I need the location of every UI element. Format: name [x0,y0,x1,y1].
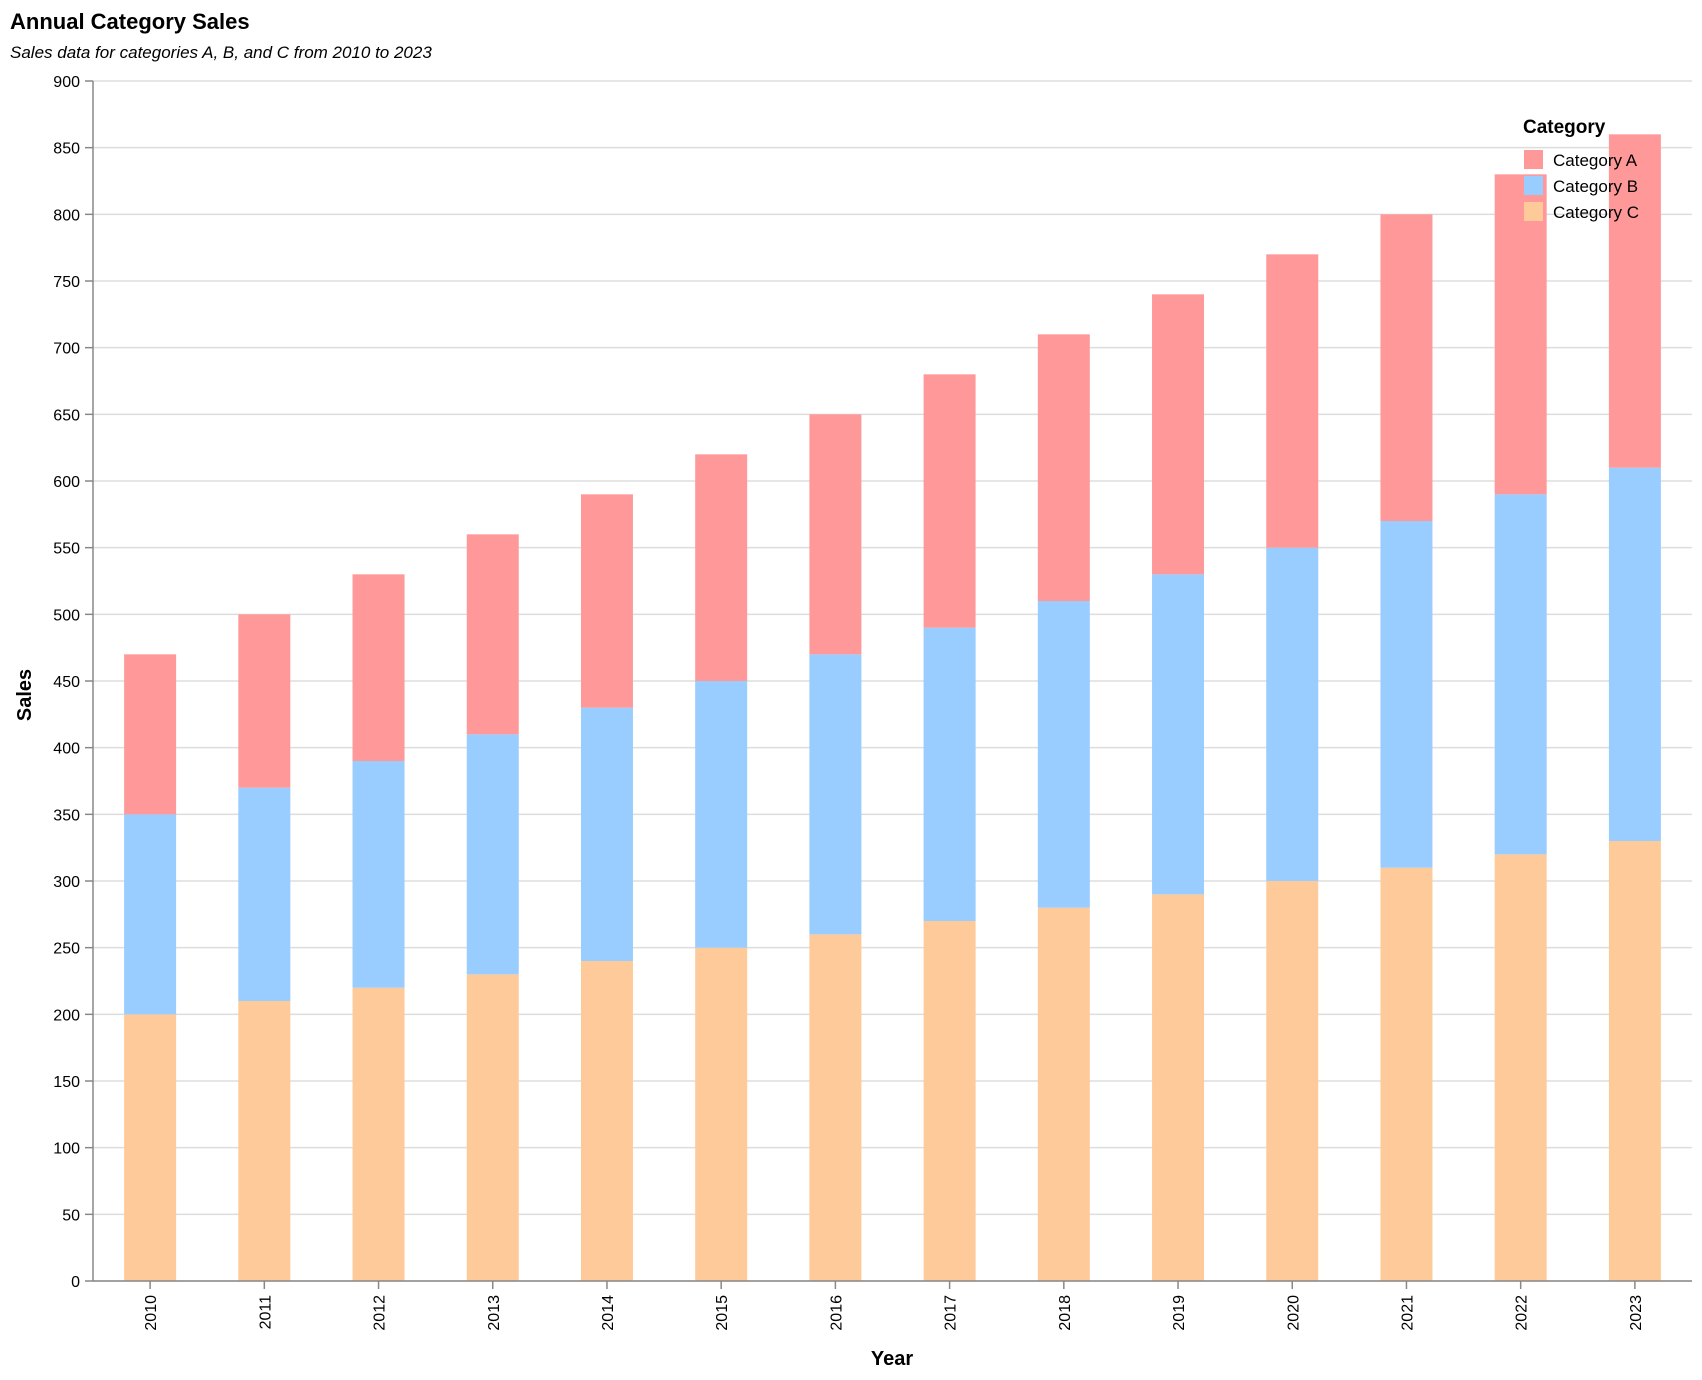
y-tick-label: 850 [53,141,80,158]
bar-category-b-2022 [1494,494,1547,855]
bar-category-c-2017 [923,921,976,1281]
x-tick-label: 2021 [1399,1295,1416,1331]
x-tick-label: 2012 [372,1295,389,1331]
bar-category-b-2019 [1152,574,1205,895]
x-tick-label: 2013 [486,1295,503,1331]
bar-category-c-2018 [1037,907,1090,1281]
x-tick-label: 2017 [943,1295,960,1331]
x-tick-label: 2019 [1171,1295,1188,1331]
legend: Category Category A Category B Category C [1523,117,1639,222]
bar-category-a-2021 [1380,214,1433,522]
x-axis-ticks: 2010 2011 2012 2013 2014 2015 2016 2017 2018 2019… [143,1281,1645,1331]
y-tick-label: 50 [62,1207,80,1224]
bar-category-a-2019 [1152,294,1205,575]
x-tick-label: 2015 [714,1295,731,1331]
bar-category-a-2012 [352,574,405,761]
chart-title: Annual Category Sales [10,9,250,34]
y-tick-label: 550 [53,541,80,558]
legend-label: Category B [1553,177,1638,196]
y-tick-label: 750 [53,274,80,291]
bar-category-c-2021 [1380,867,1433,1281]
bar-category-c-2023 [1608,841,1661,1281]
bar-category-a-2017 [923,374,976,628]
bar-category-a-2016 [809,414,862,655]
x-tick-label: 2010 [143,1295,160,1331]
bar-category-a-2010 [124,654,177,815]
bar-category-b-2011 [238,787,291,1001]
y-tick-label: 100 [53,1141,80,1158]
y-tick-label: 200 [53,1007,80,1024]
y-tick-label: 900 [53,74,80,91]
x-tick-label: 2018 [1057,1295,1074,1331]
gridlines [93,80,1692,1282]
bar-category-b-2016 [809,654,862,935]
bar-category-c-2019 [1152,894,1205,1281]
bar-category-c-2014 [580,961,633,1281]
bar-category-b-2013 [466,734,519,975]
y-tick-label: 150 [53,1074,80,1091]
y-axis-ticks: 0 50 100 150 200 250 300 350 400 450 500 550 600 650 7… [53,74,93,1291]
bar-category-a-2023 [1608,134,1661,468]
y-tick-label: 600 [53,474,80,491]
x-tick-label: 2014 [600,1295,617,1331]
bar-category-b-2021 [1380,521,1433,868]
bar-category-c-2016 [809,934,862,1281]
chart-subtitle: Sales data for categories A, B, and C fr… [10,43,432,62]
bar-category-b-2014 [580,707,633,961]
legend-swatch-category-c [1524,202,1543,221]
bar-category-a-2020 [1266,254,1319,548]
bar-category-c-2012 [352,987,405,1281]
y-tick-label: 700 [53,341,80,358]
bar-category-a-2022 [1494,174,1547,495]
y-tick-label: 0 [71,1274,80,1291]
bar-category-a-2014 [580,494,633,708]
y-tick-label: 650 [53,407,80,424]
bar-category-a-2011 [238,614,291,788]
bar-category-b-2010 [124,814,177,1015]
bar-category-b-2015 [695,681,748,948]
bar-category-a-2015 [695,454,748,681]
legend-title: Category [1523,117,1606,138]
bar-category-c-2011 [238,1001,291,1281]
y-tick-label: 800 [53,207,80,224]
bar-category-b-2018 [1037,601,1090,908]
bars [124,134,1661,1281]
legend-label: Category A [1553,151,1638,170]
y-tick-label: 400 [53,741,80,758]
legend-swatch-category-a [1524,150,1543,169]
legend-label: Category C [1553,203,1639,222]
bar-category-c-2020 [1266,881,1319,1281]
x-axis-title: Year [871,1348,913,1370]
bar-category-c-2010 [124,1014,177,1281]
x-tick-label: 2023 [1628,1295,1645,1331]
bar-category-b-2023 [1608,467,1661,841]
y-axis-title: Sales [14,669,36,721]
bar-category-c-2015 [695,947,748,1281]
x-tick-label: 2016 [828,1295,845,1331]
bar-category-a-2013 [466,534,519,735]
y-tick-label: 350 [53,807,80,824]
legend-swatch-category-b [1524,176,1543,195]
bar-category-b-2020 [1266,547,1319,881]
bar-category-c-2022 [1494,854,1547,1281]
x-tick-label: 2020 [1285,1295,1302,1331]
x-tick-label: 2022 [1514,1295,1531,1331]
y-tick-label: 300 [53,874,80,891]
bar-category-b-2012 [352,761,405,988]
bar-category-a-2018 [1037,334,1090,601]
bar-category-c-2013 [466,974,519,1281]
y-tick-label: 450 [53,674,80,691]
x-tick-label: 2011 [257,1295,274,1330]
y-tick-label: 250 [53,941,80,958]
y-tick-label: 500 [53,607,80,624]
bar-category-b-2017 [923,627,976,921]
